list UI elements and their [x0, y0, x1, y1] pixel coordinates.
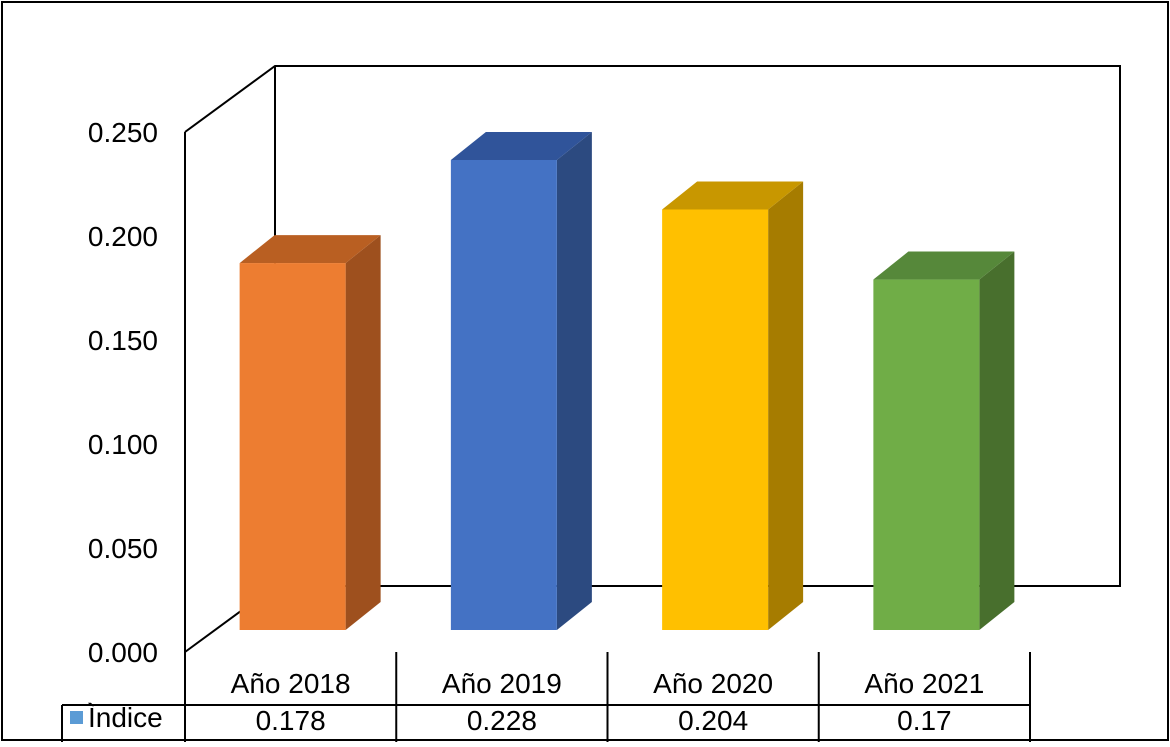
data-label: 0.178 [256, 705, 326, 736]
data-table: Año 2018 0.178 Año 2019 0.228 Año 2020 0.204 A… [61, 652, 1031, 742]
data-label: 0.228 [467, 705, 537, 736]
bar-top [239, 235, 381, 264]
x-category-label: Año 2019 [442, 668, 562, 699]
bar-side [345, 235, 381, 630]
bar-top [450, 132, 592, 160]
x-category-label: Año 2021 [864, 668, 984, 699]
legend-entry: Ìndice [88, 702, 163, 733]
bar [450, 132, 592, 630]
y-tick-label: 0.200 [88, 221, 158, 252]
bar-front [873, 279, 980, 630]
legend-key [70, 711, 83, 724]
bar-front [662, 209, 769, 630]
x-category-label: Año 2020 [653, 668, 773, 699]
bar [873, 251, 1015, 630]
bar-side [979, 251, 1015, 630]
bars [239, 132, 1015, 630]
y-tick-label: 0.050 [88, 533, 158, 564]
y-tick-label: 0.000 [88, 637, 158, 668]
bar-side [768, 181, 804, 630]
bar-top [662, 181, 804, 210]
y-axis: 0.000 0.050 0.100 0.150 0.200 0.250 [88, 117, 158, 668]
bar-side [556, 132, 592, 630]
data-label: 0.204 [678, 705, 748, 736]
x-category-label: Año 2018 [231, 668, 351, 699]
bar-front [450, 160, 557, 630]
bar [239, 235, 381, 630]
y-tick-label: 0.250 [88, 117, 158, 148]
data-label: 0.17 [897, 705, 952, 736]
bar-top [873, 251, 1015, 280]
y-tick-label: 0.100 [88, 429, 158, 460]
bar-front [239, 263, 346, 630]
bar [662, 181, 804, 630]
y-tick-label: 0.150 [88, 325, 158, 356]
